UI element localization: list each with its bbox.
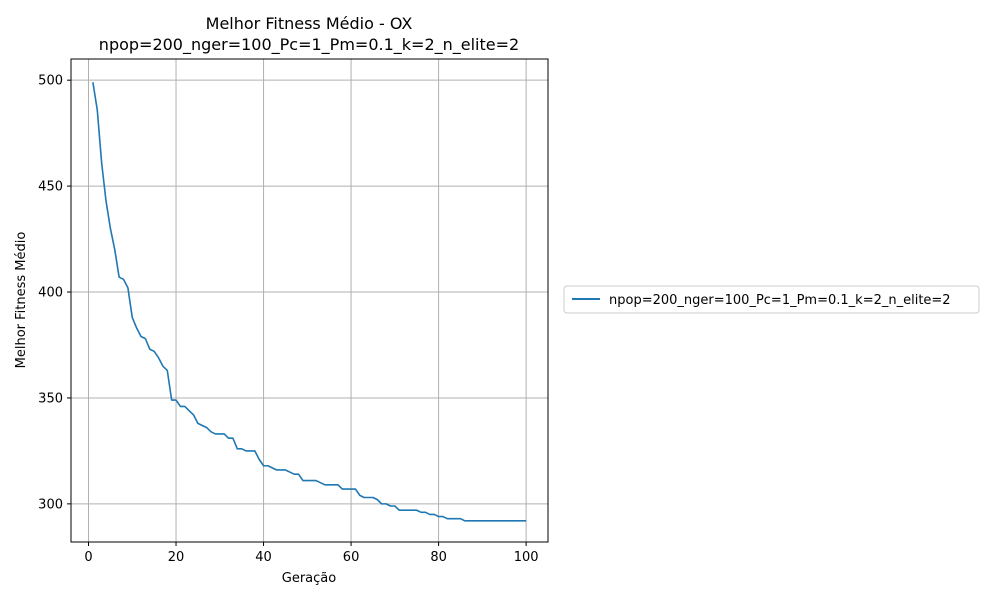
legend-label: npop=200_nger=100_Pc=1_Pm=0.1_k=2_n_elit…	[609, 293, 951, 308]
x-tick-label: 60	[343, 550, 360, 565]
chart-title: Melhor Fitness Médio - OX	[206, 14, 413, 33]
grid	[71, 59, 548, 542]
x-axis-label: Geração	[282, 571, 336, 586]
x-ticks: 0 20 40 60 80 100	[84, 542, 539, 565]
x-tick-label: 40	[255, 550, 272, 565]
x-tick-label: 80	[430, 550, 447, 565]
chart-subtitle: npop=200_nger=100_Pc=1_Pm=0.1_k=2_n_elit…	[99, 35, 519, 55]
y-tick-label: 500	[38, 74, 63, 89]
plot-frame	[70, 58, 549, 543]
y-tick-label: 450	[38, 180, 63, 195]
plot-area	[92, 82, 527, 522]
x-tick-label: 100	[514, 550, 539, 565]
y-tick-label: 300	[38, 497, 63, 512]
y-ticks: 300 350 400 450 500	[38, 74, 71, 512]
y-tick-label: 350	[38, 391, 63, 406]
y-tick-label: 400	[38, 286, 63, 301]
y-axis-label: Melhor Fitness Médio	[14, 232, 29, 369]
series-line	[92, 82, 527, 522]
legend: npop=200_nger=100_Pc=1_Pm=0.1_k=2_n_elit…	[563, 285, 980, 314]
legend-box	[563, 285, 980, 314]
x-tick-label: 0	[84, 550, 92, 565]
x-tick-label: 20	[168, 550, 185, 565]
